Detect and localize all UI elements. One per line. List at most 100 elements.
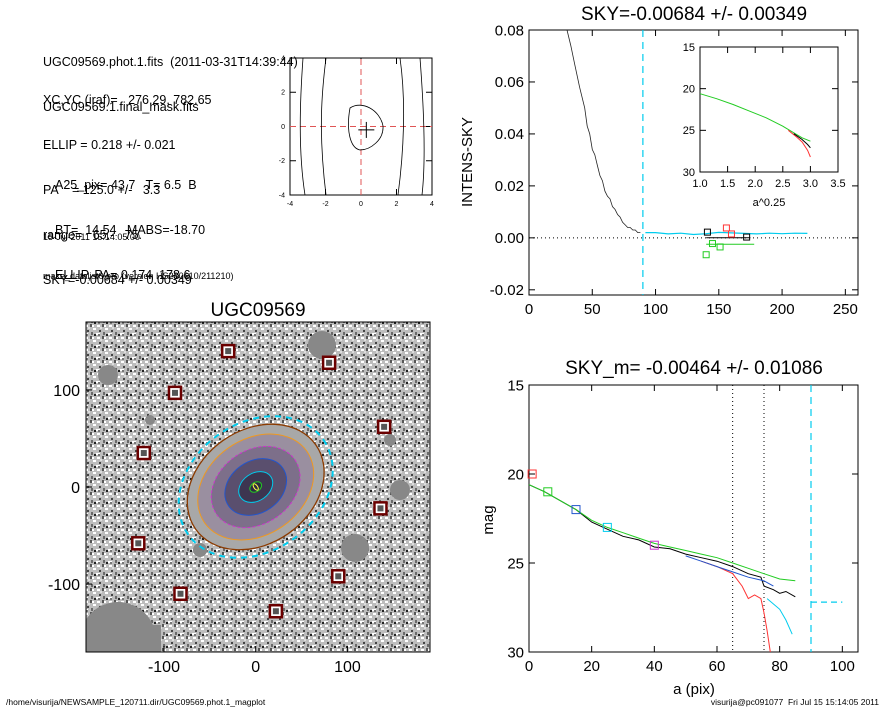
y-tick-label: 0 — [281, 124, 285, 131]
mag-curve-black — [528, 484, 796, 598]
mag-curve-green — [528, 484, 796, 582]
y-tick-label: 0.08 — [495, 22, 524, 39]
center-contour-plot: -4 -2 0 2 4 -4 -2 0 2 4 — [279, 55, 434, 208]
sky-box-marker — [702, 251, 710, 259]
y-tick-label: -4 — [279, 192, 285, 199]
xcyc-line: XC,YC (iraf)= 276.29, 782.65 — [43, 93, 212, 107]
sky-inset-plot: 1.0 1.5 2.0 2.5 3.0 3.5 15 20 25 30 a^0.25 — [683, 42, 846, 209]
contour-left — [320, 57, 327, 196]
y-tick-label: 25 — [683, 125, 695, 137]
inset-curve-red — [787, 129, 811, 158]
x-axis-label: a (pix) — [673, 681, 715, 698]
mask-blob — [145, 415, 155, 425]
mask-blob — [341, 534, 369, 562]
mag-curve-cyan — [766, 598, 793, 635]
params-block: XC,YC (iraf)= 276.29, 782.65 ELLIP = 0.2… — [43, 63, 212, 303]
sky-box-marker — [743, 233, 751, 241]
y-tick-label: 0.02 — [495, 178, 524, 195]
y-tick-label: 0.00 — [495, 230, 524, 247]
image-content — [86, 322, 430, 652]
sky-box-marker — [722, 224, 730, 232]
x-tick-label: 200 — [770, 301, 795, 318]
footer-stamp: visurija@pc091077 Fri Jul 15 15:14:05 20… — [710, 697, 879, 707]
y-tick-label: 25 — [507, 555, 524, 572]
x-tick-label: -100 — [148, 659, 180, 676]
y-tick-label: -2 — [279, 158, 285, 165]
x-tick-label: 0 — [251, 659, 260, 676]
pa-line: PA = 125.0 +/- 3.3 — [43, 183, 161, 197]
plot-frame — [528, 384, 859, 653]
sky-box-marker — [703, 228, 711, 236]
prog-line: make_datalist0.pro (version HS230610/211… — [43, 271, 234, 281]
inset-x-label: a^0.25 — [753, 197, 786, 209]
sky-box-marker — [716, 243, 724, 251]
x-tick-label: 0 — [359, 201, 363, 208]
file-line: UGC09569.phot.1.fits (2011-03-31T14:39:4… — [43, 55, 298, 69]
y-tick-label: 30 — [507, 644, 524, 661]
masked-star-core — [377, 505, 384, 512]
sky-line-cyan — [645, 231, 808, 236]
sky-box-marker — [708, 240, 716, 248]
masked-star-core — [335, 573, 342, 580]
y-tick-label: -100 — [48, 577, 80, 594]
x-tick-label: 0 — [525, 658, 533, 675]
masked-star-core — [381, 423, 388, 430]
contour-inner — [348, 104, 384, 151]
image-title: UGC09569 — [210, 300, 305, 321]
x-tick-label: 1.5 — [720, 178, 735, 190]
magnitude-profile-plot: 0 20 40 60 80 100 15 20 25 30 SKY_m= -0.00464 +/- … — [480, 358, 859, 698]
x-tick-label: 100 — [830, 658, 855, 675]
ellip-line: ELLIP = 0.218 +/- 0.021 — [43, 138, 176, 152]
mag-box-marker — [527, 469, 537, 479]
plot-title: SKY=-0.00684 +/- 0.00349 — [581, 4, 807, 25]
inset-curve-green — [699, 93, 811, 142]
x-tick-label: 150 — [706, 301, 731, 318]
masked-star-core — [140, 450, 147, 457]
masked-star-core — [326, 359, 333, 366]
plot-frame — [699, 46, 839, 173]
x-tick-label: 100 — [334, 659, 361, 676]
x-tick-label: 3.5 — [830, 178, 845, 190]
y-tick-label: 20 — [683, 84, 695, 96]
masked-star-core — [272, 608, 279, 615]
y-tick-label: -0.02 — [490, 282, 524, 299]
inset-curve-black — [793, 133, 811, 149]
x-tick-label: 60 — [709, 658, 726, 675]
footer-path: /home/visurija/NEWSAMPLE_120711.dir/UGC0… — [6, 697, 266, 707]
sky-profile-plot: 0 50 100 150 200 250 -0.02 0.00 0.02 0.04 0.06 0.08… — [459, 4, 859, 318]
x-tick-label: 40 — [646, 658, 663, 675]
y-tick-label: 0.04 — [495, 126, 524, 143]
x-tick-label: 2 — [395, 201, 399, 208]
outer-ellipse — [177, 415, 334, 559]
y-tick-label: 20 — [507, 466, 524, 483]
date-line: 15-Jul-2011 15:14:05.00 — [43, 232, 140, 242]
plot-title: SKY_m= -0.00464 +/- 0.01086 — [565, 358, 823, 379]
y-tick-label: 0.06 — [495, 74, 524, 91]
y-axis-label: INTENS-SKY — [459, 117, 476, 207]
mask-blob — [98, 365, 118, 385]
x-tick-label: 100 — [643, 301, 668, 318]
contour-far-left — [299, 57, 306, 196]
masked-star-core — [135, 540, 142, 547]
mask-corner — [86, 625, 161, 652]
mag-box-marker — [571, 505, 581, 515]
masked-star-core — [177, 590, 184, 597]
mag-box-marker — [602, 522, 612, 532]
sky-line: SKY=-0.00684 +/- 0.00349 — [43, 273, 192, 287]
contour-right — [397, 57, 405, 196]
x-tick-label: 2.5 — [775, 178, 790, 190]
mag-box-marker — [543, 487, 553, 497]
ellip-pa-line: ELLIP, PA= 0.174 178.6 — [55, 268, 191, 282]
core-marker — [252, 483, 259, 491]
y-tick-label: 15 — [507, 377, 524, 394]
x-tick-label: 3.0 — [803, 178, 818, 190]
x-tick-label: 80 — [771, 658, 788, 675]
a25-line: A25_pix= 43.7 T= 6.5 B — [55, 178, 197, 192]
mag-curve-blue — [685, 555, 774, 587]
x-tick-label: -2 — [322, 201, 328, 208]
x-tick-label: -4 — [287, 201, 293, 208]
y-tick-label: 15 — [683, 42, 695, 54]
x-tick-label: 250 — [833, 301, 858, 318]
mask-blob — [308, 331, 336, 359]
